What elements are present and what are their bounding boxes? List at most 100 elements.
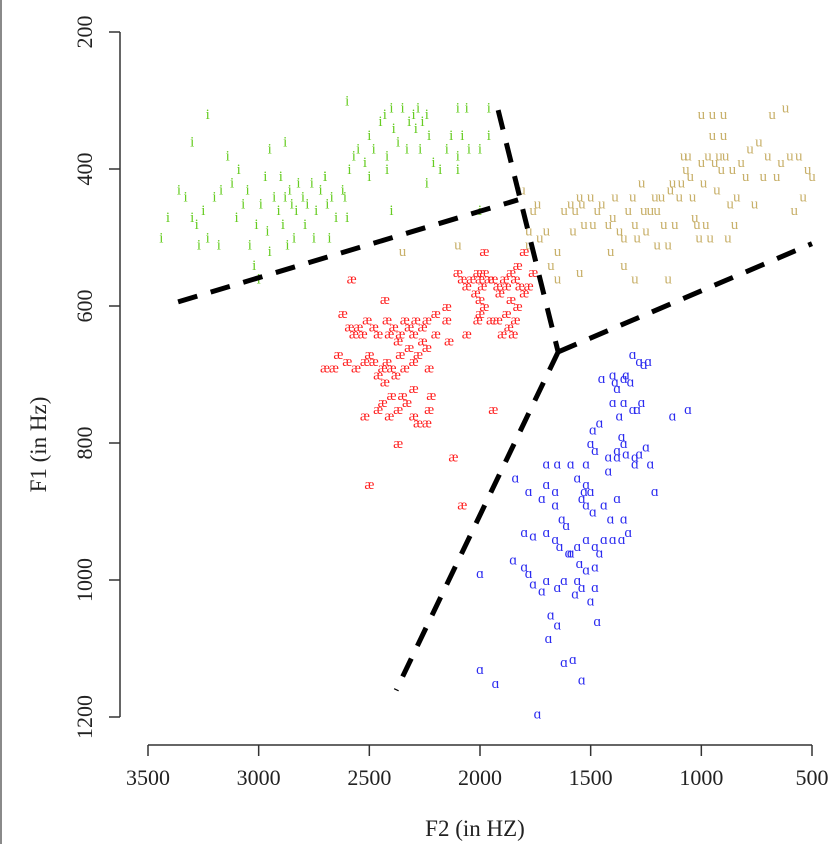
- data-point: u: [664, 272, 672, 288]
- data-point: æ: [513, 299, 523, 315]
- data-point: ɑ: [598, 371, 606, 387]
- data-point: i: [283, 135, 287, 151]
- data-point: ɑ: [591, 559, 599, 575]
- data-point: u: [724, 231, 732, 247]
- data-point: i: [219, 183, 223, 199]
- data-point: u: [647, 203, 655, 219]
- data-point: ɑ: [629, 347, 637, 363]
- data-point: i: [416, 100, 420, 116]
- data-point: æ: [393, 402, 403, 418]
- data-point: ɑ: [622, 368, 630, 384]
- y-tick-label: 400: [72, 153, 97, 186]
- data-point: æ: [400, 361, 410, 377]
- data-point: u: [751, 196, 759, 212]
- data-point: æ: [513, 258, 523, 274]
- data-point: u: [693, 217, 701, 233]
- data-point: æ: [422, 313, 432, 329]
- data-point: æ: [493, 313, 503, 329]
- data-point: ɑ: [534, 707, 542, 723]
- data-point: æ: [378, 395, 388, 411]
- data-point: ɑ: [542, 525, 550, 541]
- data-point: ɑ: [631, 457, 639, 473]
- data-point: i: [263, 169, 267, 185]
- data-point: i: [389, 203, 393, 219]
- data-point: ɑ: [593, 614, 601, 630]
- data-point: ɑ: [582, 532, 590, 548]
- data-point: ɑ: [509, 552, 517, 568]
- data-point: u: [631, 272, 639, 288]
- boundary-lines: [177, 109, 813, 692]
- data-point: i: [456, 148, 460, 164]
- data-point: i: [478, 141, 482, 157]
- data-point: u: [755, 135, 763, 151]
- x-tick-label: 1000: [679, 765, 723, 790]
- data-point: u: [715, 148, 723, 164]
- data-point: i: [246, 183, 250, 199]
- data-point: ɑ: [620, 371, 628, 387]
- data-point: ɑ: [565, 546, 573, 562]
- data-point: u: [598, 196, 606, 212]
- data-point: æ: [409, 381, 419, 397]
- data-point: æ: [409, 409, 419, 425]
- data-point: u: [554, 272, 562, 288]
- data-point: æ: [524, 278, 534, 294]
- data-point: æ: [395, 347, 405, 363]
- data-point: i: [487, 128, 491, 144]
- data-point: i: [372, 141, 376, 157]
- data-point: ɑ: [578, 491, 586, 507]
- data-point: æ: [369, 320, 379, 336]
- data-point: ɑ: [551, 484, 559, 500]
- data-point: ɑ: [600, 498, 608, 514]
- data-point: æ: [457, 498, 467, 514]
- data-point: u: [791, 203, 799, 219]
- data-point: i: [487, 100, 491, 116]
- data-point: i: [268, 244, 272, 260]
- data-point: ɑ: [582, 498, 590, 514]
- data-point: u: [682, 162, 690, 178]
- data-point: i: [352, 148, 356, 164]
- data-point: i: [254, 217, 258, 233]
- data-point: i: [190, 135, 194, 151]
- data-point: æ: [409, 354, 419, 370]
- data-point: ɑ: [542, 477, 550, 493]
- data-point: i: [201, 203, 205, 219]
- data-point: u: [768, 107, 776, 123]
- data-point: u: [529, 203, 537, 219]
- data-point: i: [314, 203, 318, 219]
- data-point: æ: [495, 285, 505, 301]
- data-point: i: [456, 100, 460, 116]
- data-point: u: [742, 169, 750, 185]
- data-point: u: [536, 231, 544, 247]
- data-point: ɑ: [492, 676, 500, 692]
- data-point: æ: [402, 395, 412, 411]
- data-point: u: [543, 224, 551, 240]
- data-point: æ: [508, 326, 518, 342]
- data-point: ɑ: [684, 402, 692, 418]
- data-point: i: [195, 217, 199, 233]
- data-point: i: [248, 237, 252, 253]
- data-point: i: [323, 169, 327, 185]
- data-point: i: [212, 189, 216, 205]
- data-point: i: [301, 189, 305, 205]
- x-tick-label: 3000: [237, 765, 281, 790]
- data-point: u: [671, 217, 679, 233]
- boundary-line: [393, 350, 561, 692]
- y-tick-label: 200: [72, 16, 97, 49]
- data-point: ɑ: [638, 395, 646, 411]
- data-point: æ: [424, 402, 434, 418]
- data-point: æ: [479, 299, 489, 315]
- data-point: æ: [400, 313, 410, 329]
- data-point: ɑ: [573, 539, 581, 555]
- data-point: æ: [358, 326, 368, 342]
- data-point: æ: [391, 368, 401, 384]
- data-point: ɑ: [573, 573, 581, 589]
- data-point: u: [680, 148, 688, 164]
- data-point: æ: [373, 402, 383, 418]
- data-point: i: [427, 128, 431, 144]
- boundary-line: [495, 109, 561, 353]
- data-point: u: [518, 183, 526, 199]
- data-point: u: [731, 217, 739, 233]
- data-point: ɑ: [596, 415, 604, 431]
- data-point: æ: [448, 450, 458, 466]
